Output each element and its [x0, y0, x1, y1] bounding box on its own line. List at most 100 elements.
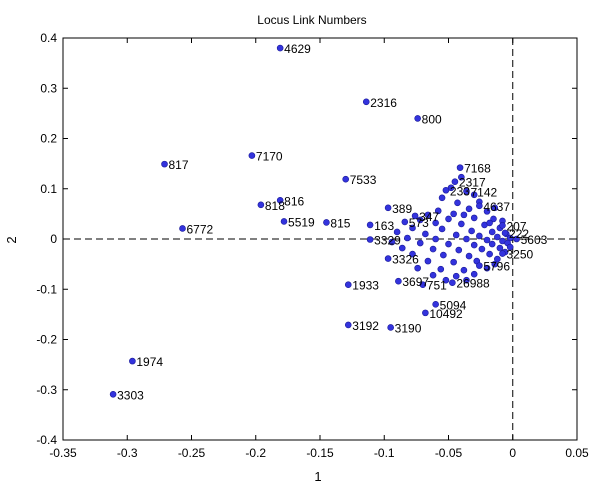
point-label: 2317: [459, 176, 486, 190]
data-point: [366, 236, 374, 243]
axis-ticks: -0.35 -0.3 -0.25 -0.2 -0.15 -0.1 -0.05 0 0.05 0.4…: [36, 31, 589, 460]
data-point: [437, 265, 445, 273]
data-point: [429, 245, 437, 253]
data-point: [409, 250, 416, 258]
data-point: [465, 252, 473, 260]
x-tick-label: -0.15: [306, 446, 334, 460]
data-point: [442, 276, 450, 284]
point-label: 815: [330, 216, 350, 230]
data-point: [419, 281, 427, 289]
y-axis-title: 2: [4, 236, 19, 243]
point-label: 163: [374, 219, 394, 233]
point-label: 5519: [288, 215, 315, 229]
y-tick-label: 0.2: [40, 132, 57, 146]
data-point: [465, 205, 473, 213]
data-point: [488, 228, 496, 236]
data-point: [344, 281, 352, 289]
data-point: [414, 115, 421, 122]
data-point: [362, 98, 370, 106]
x-tick-label: 0: [509, 446, 516, 460]
x-tick-label: -0.1: [374, 446, 395, 460]
point-label: 2316: [370, 96, 397, 110]
data-point: [450, 258, 457, 266]
x-tick-label: 0.05: [565, 446, 589, 460]
data-point: [499, 222, 506, 229]
data-point: [476, 262, 483, 269]
x-tick-label: -0.2: [245, 446, 266, 460]
data-point: [470, 270, 478, 278]
data-point: [109, 390, 117, 398]
data-point: [491, 260, 499, 268]
y-tick-label: 0.4: [40, 31, 57, 45]
x-axis-title: 1: [314, 469, 321, 484]
x-tick-label: -0.25: [178, 446, 206, 460]
point-label: 3250: [506, 248, 533, 262]
data-point: [449, 279, 456, 287]
data-point: [455, 246, 463, 254]
data-point: [438, 225, 446, 233]
data-point: [384, 204, 392, 212]
point-label: 3192: [352, 319, 379, 333]
x-tick-label: -0.35: [49, 446, 77, 460]
data-point: [344, 321, 352, 329]
point-label: 207: [506, 219, 526, 233]
x-tick-label: -0.05: [435, 446, 463, 460]
data-point: [432, 219, 439, 227]
data-point: [476, 202, 483, 210]
x-tick-label: -0.3: [117, 446, 138, 460]
point-label: 233: [450, 184, 470, 198]
data-point: [398, 244, 406, 252]
data-point: [486, 250, 493, 258]
point-label: 222: [509, 227, 529, 241]
point-label: 5094: [440, 298, 467, 312]
data-point: [513, 235, 520, 243]
data-point: [416, 216, 424, 224]
data-point: [450, 210, 457, 218]
data-point: [451, 178, 459, 186]
point-label: 800: [422, 112, 442, 126]
point-label: 5603: [521, 233, 548, 247]
data-point: [129, 357, 136, 365]
y-tick-label: -0.1: [36, 282, 57, 296]
data-point: [476, 232, 483, 240]
data-point: [488, 240, 496, 248]
point-label: 26988: [456, 277, 490, 291]
data-point: [384, 255, 392, 262]
data-point: [483, 236, 491, 244]
data-point: [434, 207, 442, 215]
data-point: [445, 240, 452, 248]
chart-title: Locus Link Numbers: [257, 13, 366, 27]
point-label: 751: [427, 279, 447, 293]
data-point: [401, 218, 409, 226]
data-point: [280, 218, 288, 225]
point-label: 3190: [395, 321, 422, 335]
data-point: [463, 235, 470, 243]
point-label: 816: [284, 194, 304, 208]
data-point: [342, 175, 350, 183]
data-point: [440, 251, 447, 259]
data-point: [422, 230, 429, 238]
data-point: [478, 245, 486, 253]
point-label: 3326: [392, 253, 419, 267]
data-point: [494, 233, 501, 241]
point-label: 10492: [429, 307, 463, 321]
point-label: 7168: [464, 162, 491, 176]
point-label: 573: [409, 216, 429, 230]
point-label: 4637: [483, 200, 510, 214]
data-point: [409, 224, 416, 232]
data-point: [404, 234, 411, 242]
data-point: [257, 201, 265, 209]
point-label: 7142: [470, 185, 497, 199]
point-label: 347: [419, 210, 439, 224]
data-point: [460, 266, 468, 274]
point-label: 3697: [402, 275, 429, 289]
data-point: [395, 277, 402, 285]
data-point: [458, 173, 465, 181]
data-point: [490, 215, 497, 223]
data-point: [452, 231, 460, 239]
y-tick-label: -0.3: [36, 383, 57, 397]
point-label: 1974: [136, 355, 163, 369]
y-tick-label: -0.2: [36, 333, 57, 347]
y-tick-label: -0.4: [36, 433, 57, 447]
